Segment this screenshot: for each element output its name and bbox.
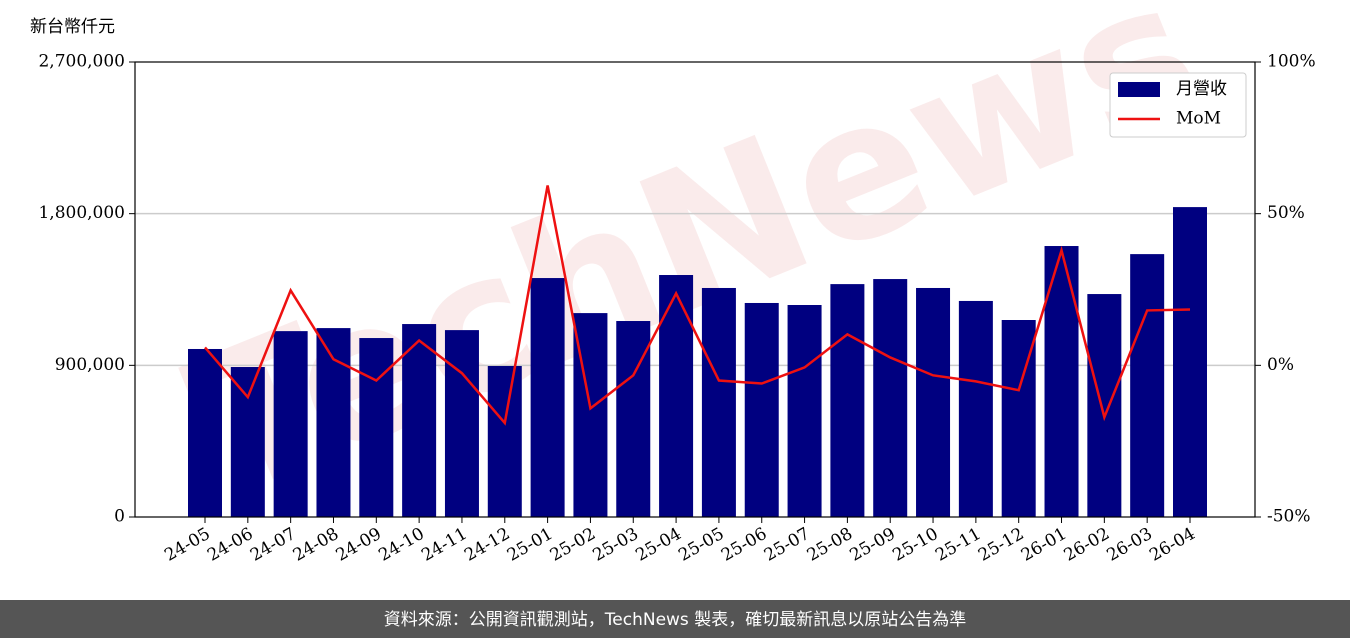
x-tick-label: 24-12 (461, 524, 513, 566)
bar (787, 305, 822, 517)
y-tick-label: 2,700,000 (38, 52, 125, 72)
x-tick-label: 25-02 (547, 524, 599, 566)
x-tick-label: 25-06 (718, 524, 770, 566)
y2-tick-label: 0% (1267, 355, 1294, 375)
x-tick-label: 25-07 (761, 524, 813, 566)
bar (1087, 294, 1122, 517)
footer: 資料來源：公開資訊觀測站，TechNews 製表，確切最新訊息以原站公告為準 (384, 610, 966, 630)
legend-label: MoM (1176, 109, 1221, 129)
x-tick-label: 25-04 (632, 524, 684, 566)
x-tick-label: 24-06 (204, 524, 256, 566)
y-unit-label: 新台幣仟元 (30, 17, 115, 37)
bar (402, 324, 437, 517)
line (204, 185, 1191, 426)
x-tick-label: 25-03 (590, 524, 642, 566)
x-tick-label: 25-05 (675, 524, 727, 566)
x-tick-label: 25-11 (932, 524, 984, 566)
y2-tick-label: 100% (1267, 52, 1316, 72)
x-tick-label: 24-09 (333, 524, 385, 566)
bar (1173, 207, 1207, 517)
bar (1130, 254, 1165, 517)
bar (359, 338, 394, 517)
x-tick-label: 26-02 (1061, 524, 1113, 566)
x-tick-label: 24-05 (161, 524, 213, 566)
bar (958, 300, 993, 517)
plot-frame (134, 61, 1256, 518)
x-tick-label: 24-10 (375, 524, 427, 566)
x-tick-label: 25-01 (504, 524, 556, 566)
bar (830, 284, 865, 517)
x-tick-label: 26-01 (1018, 524, 1070, 566)
bar (873, 279, 908, 517)
bar (230, 367, 265, 517)
bar (530, 278, 565, 517)
bar (444, 330, 479, 517)
y2-tick-label: 50% (1267, 203, 1305, 223)
x-tick-label: 25-10 (889, 524, 941, 566)
x-tick-label: 26-04 (1146, 524, 1198, 566)
bar (188, 348, 222, 517)
y-tick-label: 0 (114, 507, 125, 527)
bar (916, 287, 951, 517)
x-tick-label: 25-12 (975, 524, 1027, 566)
bar (659, 275, 694, 517)
x-tick-label: 24-08 (290, 524, 342, 566)
legend-swatch (1118, 82, 1160, 97)
x-tick-label: 24-11 (418, 524, 470, 566)
bar (273, 331, 308, 517)
bar (316, 328, 351, 517)
y2-tick-label: -50% (1267, 507, 1311, 527)
y-tick-label: 900,000 (55, 355, 125, 375)
x-tick-label: 25-08 (804, 524, 856, 566)
legend-label: 月營收 (1176, 79, 1227, 99)
x-tick-label: 25-09 (847, 524, 899, 566)
bar (701, 287, 736, 517)
bar (487, 366, 522, 517)
y-tick-label: 1,800,000 (38, 203, 125, 223)
footer-band (0, 600, 1350, 638)
bar (744, 302, 779, 517)
x-tick-label: 26-03 (1103, 524, 1155, 566)
